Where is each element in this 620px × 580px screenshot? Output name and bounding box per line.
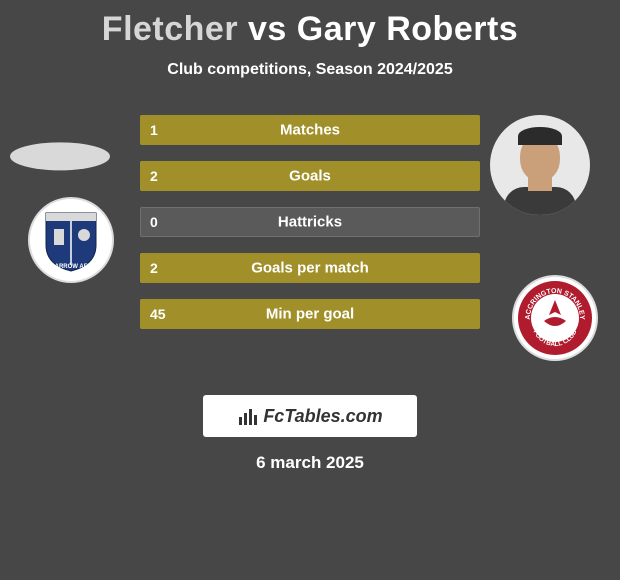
- avatar-hair: [518, 127, 562, 145]
- brand-badge: FcTables.com: [203, 395, 417, 437]
- player1-club-crest: BARROW AFC: [28, 197, 114, 283]
- player2-name: Gary Roberts: [297, 10, 518, 48]
- comparison-title: Fletcher vs Gary Roberts: [0, 0, 620, 49]
- stat-label: Hattricks: [140, 214, 480, 231]
- date-text: 6 march 2025: [0, 453, 620, 473]
- stat-label: Min per goal: [140, 306, 480, 323]
- player1-avatar: [10, 142, 110, 170]
- brand-text: FcTables.com: [263, 406, 382, 427]
- stat-bars: 1Matches 2Goals 0Hattricks 2Goals per match…: [140, 115, 480, 345]
- player2-avatar: [490, 115, 590, 215]
- bar-chart-icon: [237, 405, 259, 427]
- avatar-shirt: [504, 187, 576, 215]
- svg-text:BARROW AFC: BARROW AFC: [50, 264, 92, 270]
- stat-label: Goals: [140, 168, 480, 185]
- subtitle: Club competitions, Season 2024/2025: [0, 61, 620, 79]
- vs-text: vs: [248, 10, 287, 48]
- player2-club-crest: ACCRINGTON STANLEY FOOTBALL CLUB: [512, 275, 598, 361]
- stat-row: 2Goals: [140, 161, 480, 191]
- stat-row: 1Matches: [140, 115, 480, 145]
- player1-name: Fletcher: [102, 10, 238, 48]
- stat-label: Goals per match: [140, 260, 480, 277]
- accrington-crest-icon: ACCRINGTON STANLEY FOOTBALL CLUB: [516, 279, 594, 357]
- stat-row: 0Hattricks: [140, 207, 480, 237]
- stats-area: BARROW AFC ACCRINGTON STANLEY FOOTBALL C…: [0, 115, 620, 375]
- stat-row: 45Min per goal: [140, 299, 480, 329]
- stat-label: Matches: [140, 122, 480, 139]
- barrow-crest-icon: BARROW AFC: [36, 205, 106, 275]
- stat-row: 2Goals per match: [140, 253, 480, 283]
